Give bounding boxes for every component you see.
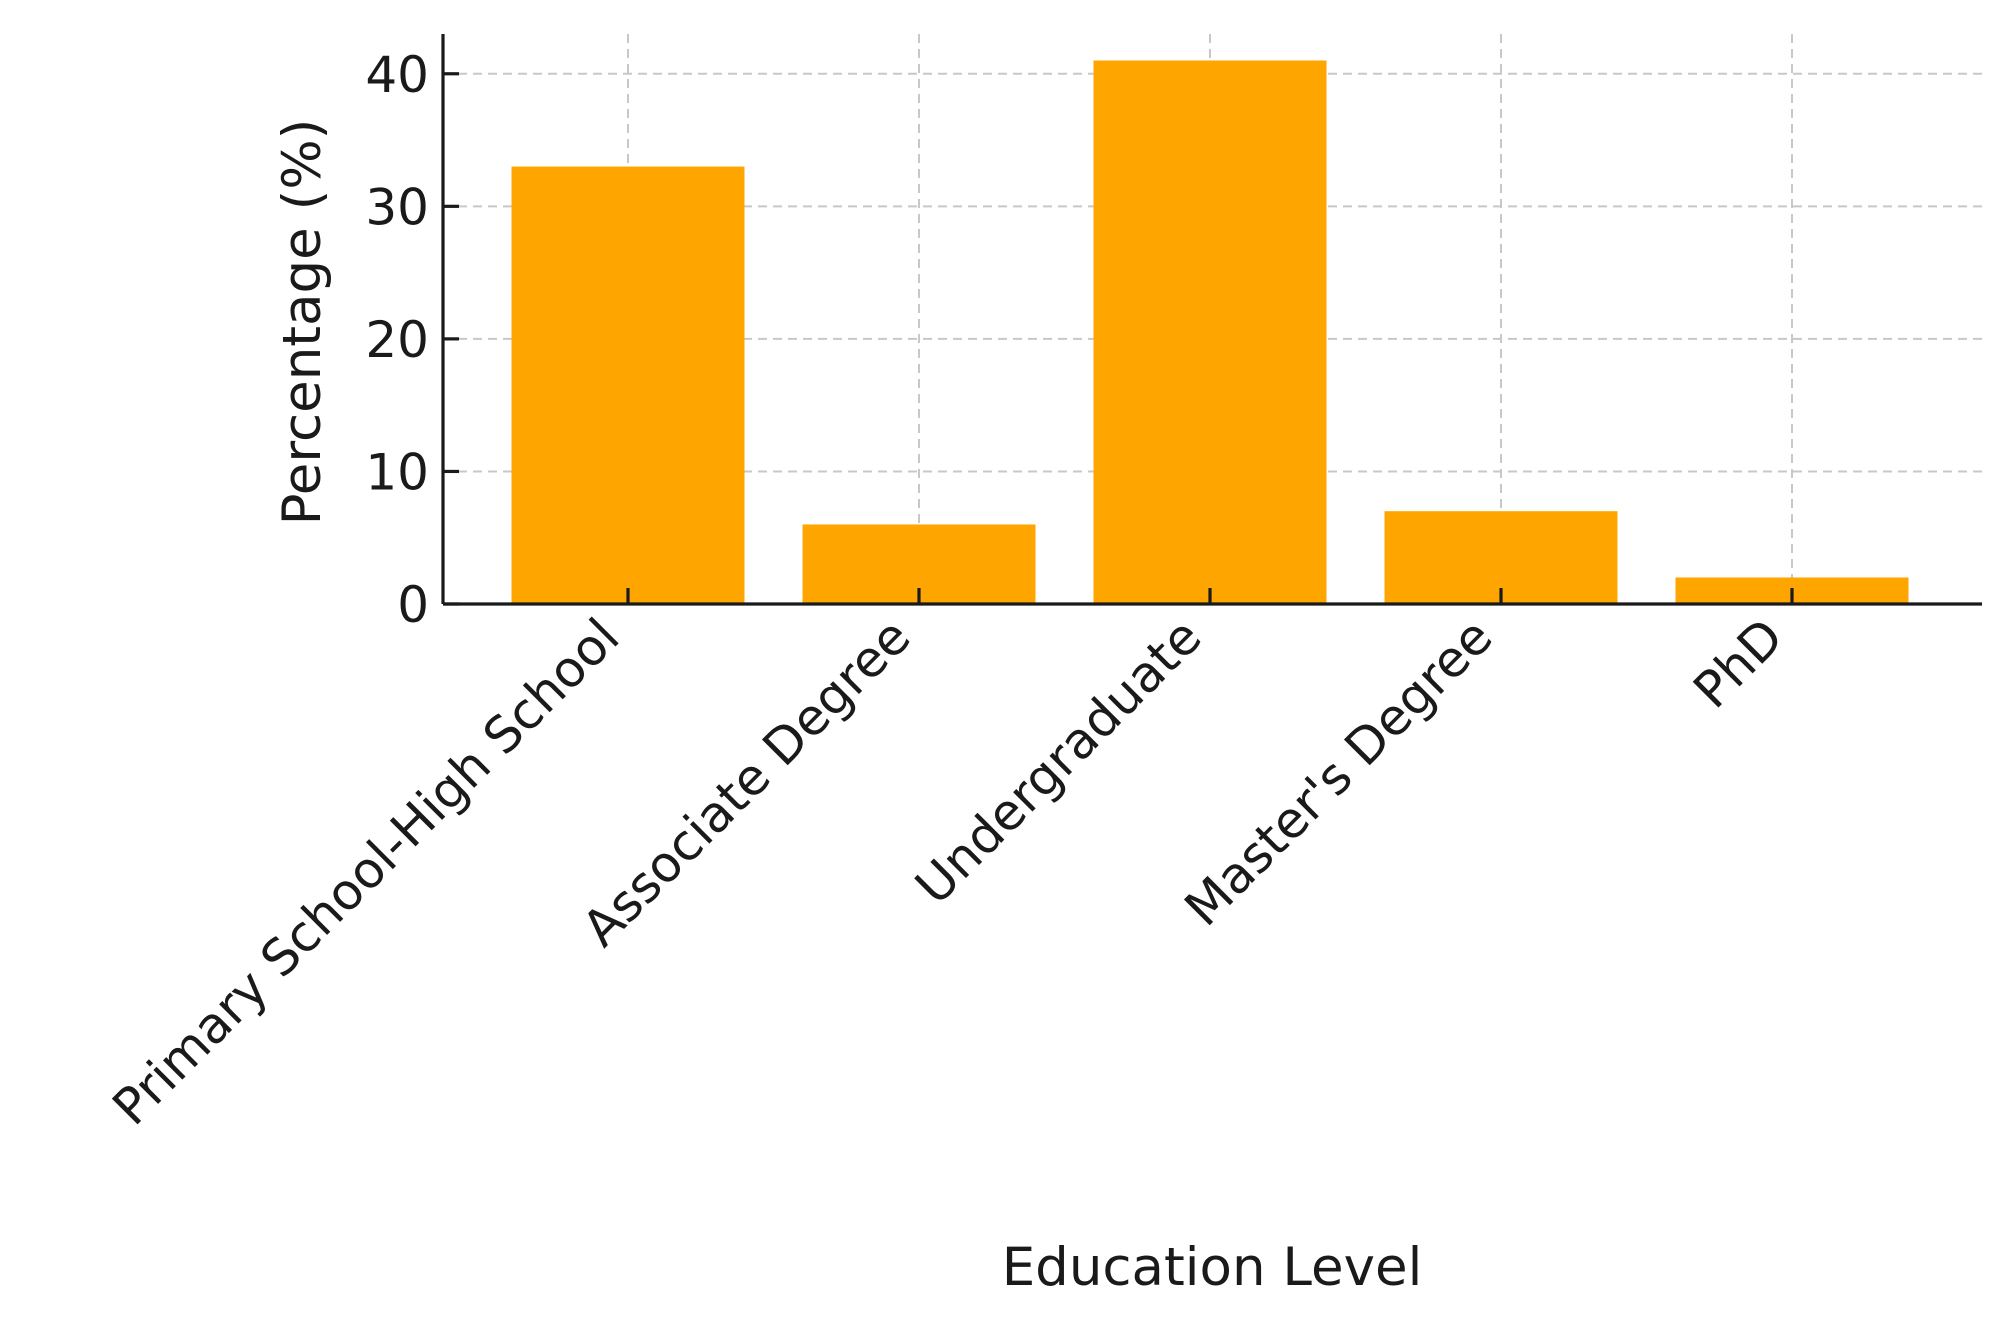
x-axis-label: Education Level <box>1002 1237 1423 1298</box>
bar <box>1093 60 1327 605</box>
ticks <box>443 72 1794 606</box>
y-tick-label: 10 <box>365 443 429 501</box>
x-tick-label: PhD <box>1683 607 1795 719</box>
y-tick-label: 40 <box>365 46 429 104</box>
y-tick-label: 0 <box>397 576 429 634</box>
bar <box>511 166 745 604</box>
y-tick-label: 20 <box>365 311 429 369</box>
x-tick-label: Undergraduate <box>904 607 1212 915</box>
y-tick-label: 30 <box>365 178 429 236</box>
y-axis-label: Percentage (%) <box>272 119 333 526</box>
x-tick-label: Master's Degree <box>1174 607 1504 937</box>
axes <box>441 34 1982 606</box>
x-tick-label: Associate Degree <box>571 607 921 957</box>
x-tick-label: Primary School-High School <box>102 607 631 1136</box>
bars <box>511 60 1909 605</box>
